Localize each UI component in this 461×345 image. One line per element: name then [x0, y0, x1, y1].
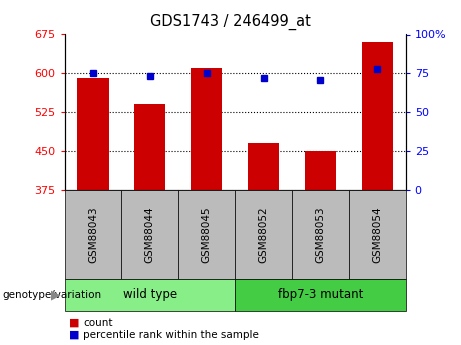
Text: percentile rank within the sample: percentile rank within the sample	[83, 330, 259, 339]
Text: GSM88045: GSM88045	[201, 206, 212, 263]
Bar	[361, 42, 393, 190]
Text: genotype/variation: genotype/variation	[2, 290, 101, 300]
Bar	[77, 78, 109, 190]
Text: fbp7-3 mutant: fbp7-3 mutant	[278, 288, 363, 302]
Text: GSM88052: GSM88052	[259, 206, 269, 263]
Text: GDS1743 / 246499_at: GDS1743 / 246499_at	[150, 14, 311, 30]
Bar	[248, 143, 279, 190]
Text: count: count	[83, 318, 112, 327]
Text: wild type: wild type	[123, 288, 177, 302]
Text: ■: ■	[69, 318, 80, 327]
Text: GSM88054: GSM88054	[372, 206, 382, 263]
Bar	[305, 151, 336, 190]
Text: ■: ■	[69, 330, 80, 339]
Bar	[191, 68, 222, 190]
Text: GSM88053: GSM88053	[315, 206, 325, 263]
Text: GSM88044: GSM88044	[145, 206, 155, 263]
Text: ▶: ▶	[51, 288, 60, 302]
Text: GSM88043: GSM88043	[88, 206, 98, 263]
Bar	[134, 104, 165, 190]
